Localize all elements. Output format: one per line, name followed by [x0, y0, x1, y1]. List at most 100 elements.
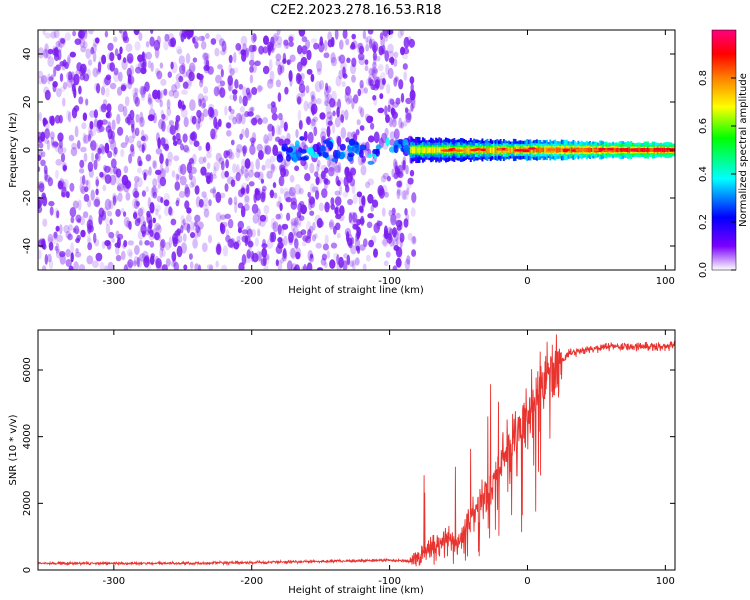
- y-tick-label: 0: [22, 567, 33, 573]
- spectrogram-cell: [136, 177, 143, 188]
- spectrogram-cell: [149, 240, 155, 248]
- spectrogram-cell: [372, 199, 379, 208]
- spectrogram-cell: [431, 146, 434, 154]
- spectrogram-cell: [388, 209, 393, 217]
- spectrogram-cell: [346, 254, 351, 266]
- spectrogram-cell: [241, 158, 246, 169]
- spectrogram-cell: [224, 105, 228, 116]
- spectrogram-cell: [377, 187, 383, 197]
- spectrogram-cell: [131, 148, 135, 158]
- spectrogram-cell: [339, 143, 346, 151]
- spectrogram-cell: [339, 113, 344, 121]
- spectrogram-cell: [355, 245, 360, 252]
- spectrogram-cell: [93, 198, 101, 208]
- spectrogram-cell: [385, 137, 390, 147]
- spectrogram-cell: [307, 191, 312, 198]
- spectrogram-cell: [122, 105, 128, 117]
- spectrogram-cell: [178, 55, 185, 65]
- spectrogram-cell: [385, 251, 391, 258]
- spectrogram-cell: [55, 248, 62, 259]
- spectrogram-cell: [47, 177, 54, 187]
- spectrogram-cell: [402, 159, 406, 171]
- spectrogram-cell: [90, 152, 95, 163]
- spectrogram-cell: [227, 75, 233, 86]
- spectrogram-cell: [344, 109, 349, 121]
- spectrogram-cell: [433, 147, 436, 153]
- spectrogram-cell: [92, 43, 97, 54]
- spectrogram-cell: [438, 147, 441, 153]
- spectrogram-cell: [233, 196, 238, 206]
- spectrogram-cell: [157, 183, 161, 189]
- spectrogram-cell: [345, 86, 351, 96]
- spectrogram-cell: [387, 30, 394, 35]
- spectrogram-cell: [331, 123, 336, 134]
- spectrogram-cell: [93, 118, 99, 128]
- spectrogram-cell: [107, 261, 114, 270]
- spectrogram-cell: [141, 52, 147, 62]
- spectrogram-cell: [320, 170, 326, 180]
- spectrogram-cell: [65, 230, 72, 239]
- spectrogram-cell: [262, 117, 269, 124]
- spectrogram-cell: [238, 95, 243, 104]
- spectrogram-cell: [95, 153, 99, 160]
- spectrogram-cell: [394, 75, 398, 84]
- spectrogram-cell: [280, 167, 287, 178]
- spectrogram-cell: [344, 91, 349, 103]
- spectrogram-cell: [183, 147, 191, 154]
- spectrogram-cell: [409, 89, 416, 101]
- spectrogram-cell: [128, 75, 135, 85]
- spectrogram-cell: [155, 132, 160, 143]
- spectrogram-cell: [83, 30, 88, 40]
- spectrogram-cell: [390, 213, 397, 226]
- spectrogram-cell: [104, 76, 111, 86]
- spectrogram-cell: [283, 39, 289, 46]
- spectrogram-cell: [43, 165, 48, 175]
- spectrogram-cell: [246, 91, 252, 101]
- spectrogram-cell: [383, 231, 389, 239]
- spectrogram-cell: [345, 137, 350, 143]
- spectrogram-cell: [263, 35, 269, 45]
- spectrogram-cell: [266, 79, 274, 89]
- colorbar-tick-label: 0.0: [698, 262, 709, 278]
- spectrogram-cell: [371, 235, 377, 244]
- spectrogram-cell: [340, 127, 347, 139]
- spectrogram-cell: [182, 81, 189, 89]
- spectrogram-cell: [280, 225, 285, 237]
- spectrogram-cell: [387, 50, 395, 58]
- spectrogram-cell: [397, 30, 403, 39]
- spectrogram-cell: [79, 216, 86, 226]
- spectrogram-cell: [286, 59, 291, 66]
- spectrogram-cell: [107, 210, 112, 217]
- snr-y-axis: 0 2000 4000 6000: [22, 357, 675, 573]
- spectrogram-cell: [384, 50, 390, 62]
- spectrogram-cell: [268, 59, 273, 71]
- spectrogram-cell: [381, 48, 385, 54]
- spectrogram-cell: [395, 257, 402, 268]
- spectrogram-cell: [288, 36, 294, 43]
- spectrogram-cell: [410, 102, 414, 112]
- spectrogram-cell: [395, 212, 401, 219]
- spectrogram-cell: [379, 136, 383, 145]
- spectrogram-cell: [52, 45, 57, 54]
- spectrogram-cell: [277, 92, 282, 103]
- spectrogram-cell: [139, 85, 146, 96]
- spectrogram-cell: [394, 140, 399, 146]
- spectrogram-cell: [338, 184, 343, 196]
- spectrogram-cell: [85, 98, 89, 106]
- spectrogram-cell: [139, 253, 146, 262]
- spectrogram-cell: [133, 212, 138, 219]
- spectrogram-cell: [377, 75, 383, 83]
- spectrogram-cell: [128, 251, 133, 259]
- spectrogram-cell: [316, 98, 322, 105]
- spectrogram-cell: [262, 46, 269, 54]
- spectrogram-cell: [119, 183, 126, 191]
- spectrogram-cell: [301, 45, 308, 55]
- spectrogram-cell: [470, 148, 479, 152]
- spectrogram-cell: [131, 198, 139, 209]
- spectrogram-cell: [277, 237, 283, 243]
- spectrogram-cell: [153, 160, 158, 170]
- spectrogram-cell: [90, 189, 95, 201]
- spectrogram-cell: [285, 154, 292, 162]
- spectrogram-cell: [52, 83, 57, 93]
- spectrogram-cell: [108, 135, 115, 145]
